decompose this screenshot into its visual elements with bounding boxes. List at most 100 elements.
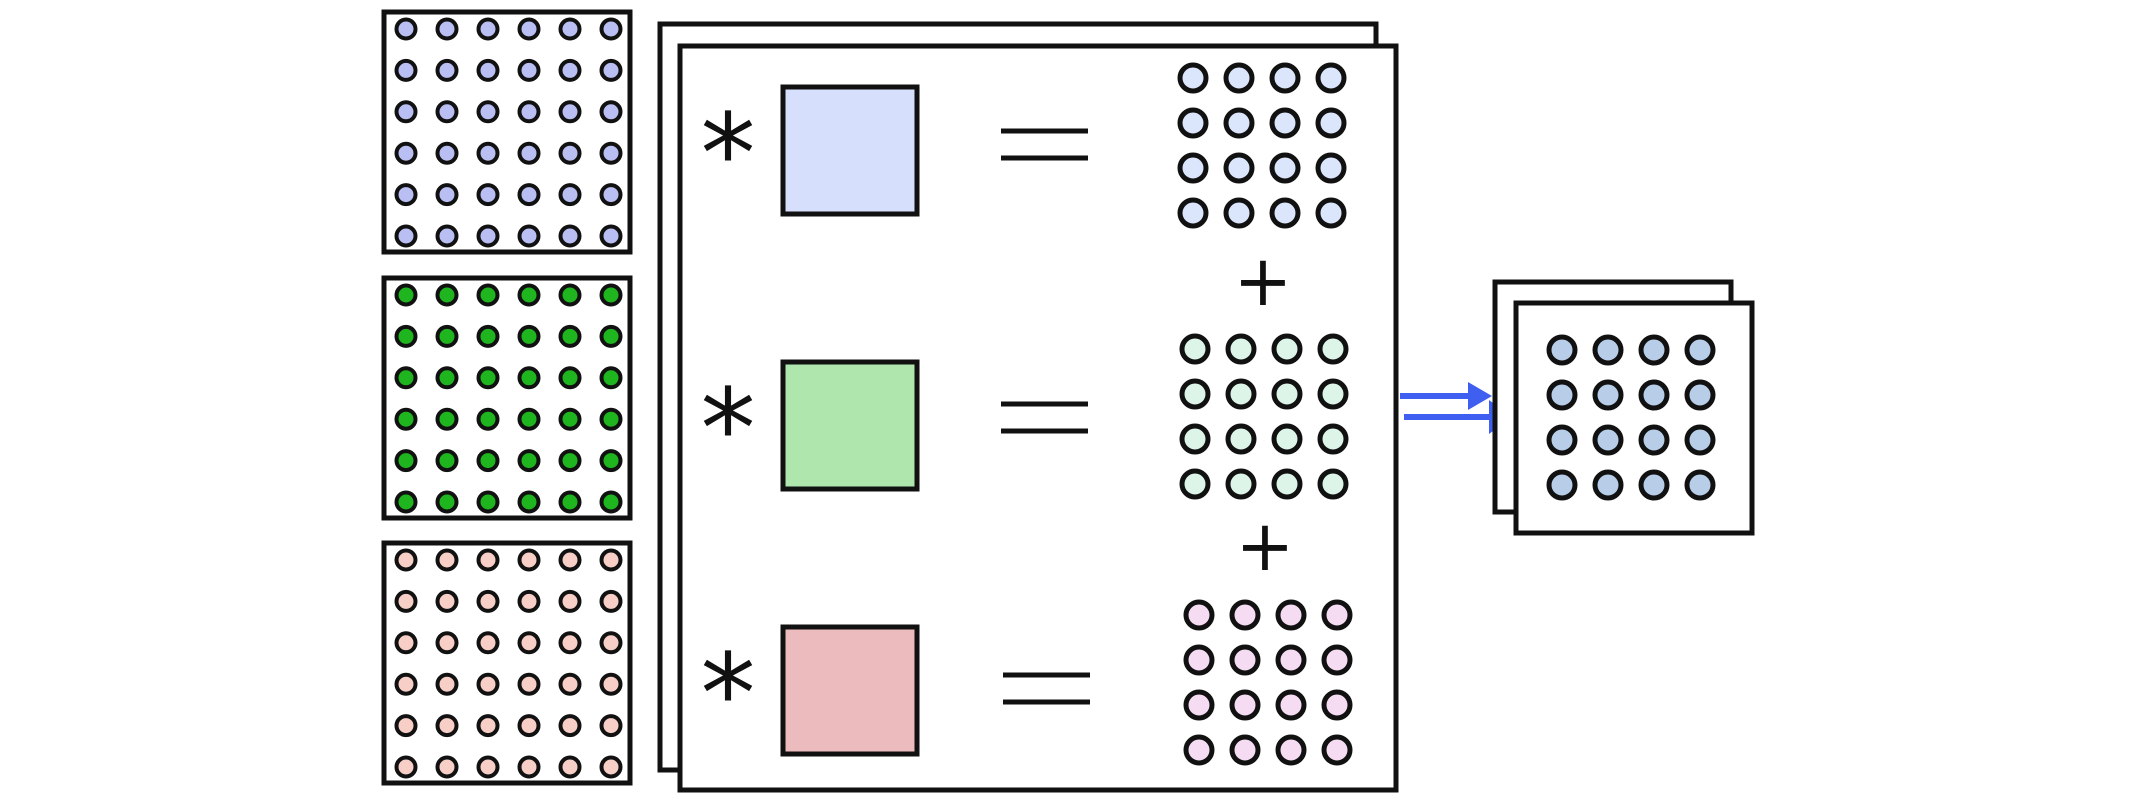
result-pink-dot bbox=[1229, 599, 1261, 631]
result-blue-dot bbox=[1223, 107, 1255, 139]
output-map-dots bbox=[1546, 334, 1716, 501]
input-blue-dot bbox=[599, 17, 623, 41]
input-green-dot bbox=[394, 490, 418, 514]
input-pink-dot bbox=[394, 631, 418, 655]
equals-sign-3 bbox=[1003, 672, 1090, 705]
input-pink-dot bbox=[476, 548, 500, 572]
output-dot bbox=[1592, 334, 1624, 366]
input-green-dot bbox=[599, 283, 623, 307]
input-green-dot bbox=[599, 490, 623, 514]
result-green-dot bbox=[1179, 423, 1211, 455]
result-pink-dot bbox=[1183, 599, 1215, 631]
input-pink-dot bbox=[517, 548, 541, 572]
input-blue-dot bbox=[435, 183, 459, 207]
result-map-pink bbox=[1183, 599, 1353, 766]
input-pink-dot bbox=[394, 714, 418, 738]
result-pink-dot bbox=[1275, 734, 1307, 766]
input-blue-dot bbox=[476, 224, 500, 248]
input-blue-dot bbox=[599, 58, 623, 82]
input-pink-dot bbox=[476, 714, 500, 738]
input-green-dot bbox=[394, 449, 418, 473]
input-pink-dot bbox=[476, 755, 500, 779]
input-blue-dot bbox=[558, 100, 582, 124]
input-pink-dot bbox=[558, 755, 582, 779]
output-dot bbox=[1546, 424, 1578, 456]
input-blue-dot bbox=[517, 58, 541, 82]
input-pink-dot bbox=[599, 548, 623, 572]
input-pink-dot bbox=[517, 755, 541, 779]
result-pink-dot bbox=[1183, 689, 1215, 721]
input-pink-dot bbox=[435, 714, 459, 738]
input-blue-dot bbox=[558, 224, 582, 248]
kernel-blue bbox=[780, 84, 920, 217]
input-pink-dot bbox=[599, 631, 623, 655]
result-blue-dot bbox=[1315, 107, 1347, 139]
input-green-dot bbox=[394, 324, 418, 348]
input-blue-dot bbox=[435, 17, 459, 41]
result-green-dot bbox=[1179, 333, 1211, 365]
output-dot bbox=[1546, 469, 1578, 501]
output-dot bbox=[1592, 424, 1624, 456]
output-dot bbox=[1638, 379, 1670, 411]
input-blue-dot bbox=[558, 58, 582, 82]
input-pink-dot bbox=[476, 631, 500, 655]
input-pink-dot bbox=[599, 755, 623, 779]
filter-stack: * + * + * bbox=[657, 21, 1399, 793]
input-green-dot bbox=[558, 449, 582, 473]
result-blue-dot bbox=[1177, 152, 1209, 184]
input-blue-dot bbox=[558, 17, 582, 41]
input-channel-blue bbox=[381, 9, 633, 255]
result-pink-dot bbox=[1321, 599, 1353, 631]
input-blue-dot bbox=[517, 17, 541, 41]
input-blue-dot bbox=[599, 141, 623, 165]
output-dot bbox=[1638, 334, 1670, 366]
input-blue-dot bbox=[599, 183, 623, 207]
result-green-dot bbox=[1225, 423, 1257, 455]
input-green-dot bbox=[476, 449, 500, 473]
result-map-blue bbox=[1177, 62, 1347, 229]
input-green-dot bbox=[599, 449, 623, 473]
input-pink-dot bbox=[435, 755, 459, 779]
input-green-dot bbox=[517, 283, 541, 307]
output-dot bbox=[1684, 379, 1716, 411]
input-pink-dot bbox=[517, 672, 541, 696]
input-channels bbox=[381, 9, 633, 786]
input-green-dot bbox=[599, 324, 623, 348]
input-channel-green-frame bbox=[381, 275, 633, 521]
input-pink-dot bbox=[599, 714, 623, 738]
input-blue-dot bbox=[476, 141, 500, 165]
result-green-dot bbox=[1317, 333, 1349, 365]
input-pink-dot bbox=[394, 589, 418, 613]
input-green-dot bbox=[599, 407, 623, 431]
input-green-dot bbox=[394, 407, 418, 431]
input-pink-dot bbox=[476, 672, 500, 696]
input-blue-dot bbox=[435, 58, 459, 82]
result-pink-dot bbox=[1275, 644, 1307, 676]
input-blue-dot bbox=[599, 100, 623, 124]
input-green-dot bbox=[476, 324, 500, 348]
input-blue-dot bbox=[476, 17, 500, 41]
input-green-dot bbox=[394, 366, 418, 390]
result-green-dot bbox=[1317, 378, 1349, 410]
result-pink-dot bbox=[1275, 689, 1307, 721]
result-green-dot bbox=[1271, 333, 1303, 365]
result-green-dot bbox=[1317, 423, 1349, 455]
input-green-dot bbox=[435, 283, 459, 307]
result-blue-dot bbox=[1315, 152, 1347, 184]
result-blue-dot bbox=[1177, 107, 1209, 139]
result-pink-dot bbox=[1321, 734, 1353, 766]
input-green-dot bbox=[435, 407, 459, 431]
input-blue-dot bbox=[476, 100, 500, 124]
input-green-dot bbox=[476, 490, 500, 514]
input-channel-pink-frame bbox=[381, 540, 633, 786]
convolve-symbol-3: * bbox=[701, 630, 756, 758]
input-pink-dot bbox=[599, 672, 623, 696]
input-pink-dot bbox=[435, 589, 459, 613]
input-green-dot bbox=[517, 449, 541, 473]
input-green-dot bbox=[558, 407, 582, 431]
input-blue-dot bbox=[517, 141, 541, 165]
input-blue-dot bbox=[394, 58, 418, 82]
output-dot bbox=[1638, 469, 1670, 501]
input-green-dot bbox=[599, 366, 623, 390]
